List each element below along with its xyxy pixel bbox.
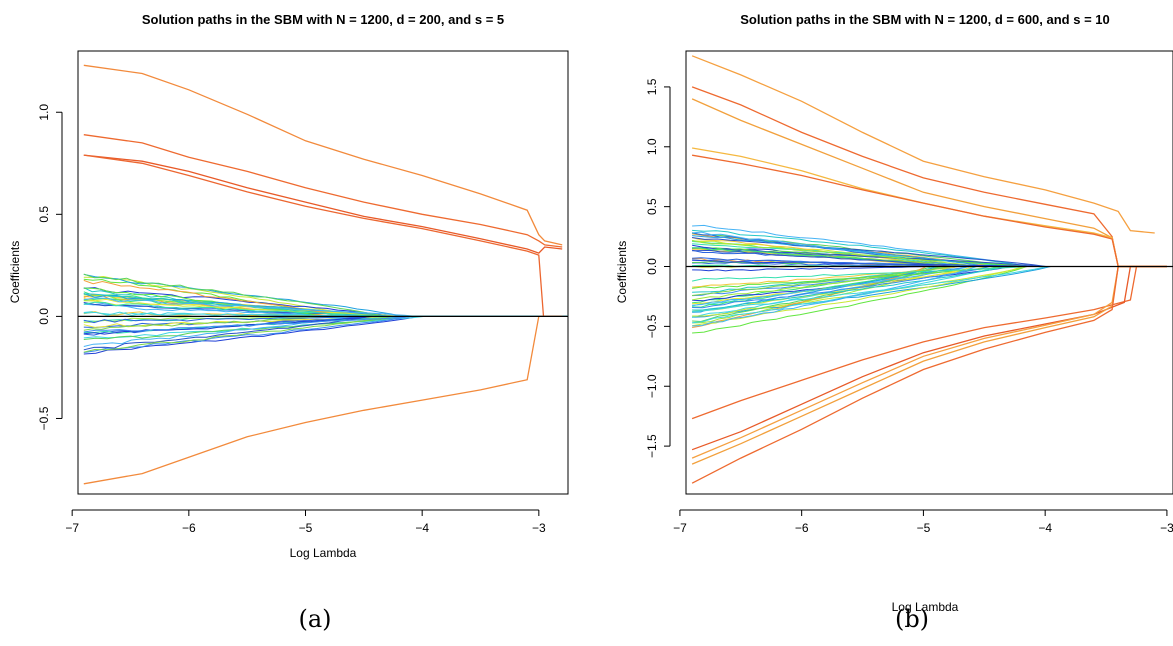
x-axis: −7 −6 −5 −4 −3 <box>673 509 1173 535</box>
plot-frame <box>685 50 1173 495</box>
coefficient-path <box>691 265 1167 420</box>
y-tick-label: 1.0 <box>645 138 659 155</box>
coefficient-path <box>83 154 563 318</box>
y-axis-label: Coefficients <box>615 241 629 303</box>
panel-label: (a) <box>298 605 331 633</box>
x-tick-label: −7 <box>673 521 687 535</box>
noise-path <box>692 266 1173 312</box>
coefficient-path <box>691 265 1167 451</box>
y-tick-label: 0.5 <box>645 198 659 215</box>
coefficient-path <box>83 315 563 485</box>
coefficient-path <box>691 55 1155 234</box>
noise-path <box>692 266 1173 306</box>
y-tick-label: −1.5 <box>645 434 659 458</box>
coefficient-path <box>83 154 563 254</box>
x-tick-label: −3 <box>1160 521 1173 535</box>
noise-path <box>83 293 568 317</box>
x-axis: −7 −6 −5 −4 −3 <box>65 509 546 535</box>
coefficient-path <box>691 265 1167 459</box>
noise-path <box>83 315 568 351</box>
x-tick-label: −4 <box>415 521 429 535</box>
noise-path <box>692 249 1173 267</box>
noise-path <box>692 266 1173 323</box>
y-tick-label: 0.0 <box>37 308 51 325</box>
noise-path <box>692 266 1173 327</box>
y-tick-label: 0.0 <box>645 258 659 275</box>
noise-path <box>691 239 1173 267</box>
coefficient-path <box>691 147 1167 268</box>
x-tick-label: −7 <box>65 521 79 535</box>
y-tick-label: −0.5 <box>37 406 51 430</box>
chart-title: Solution paths in the SBM with N = 1200,… <box>142 12 504 27</box>
noise-path <box>83 315 568 331</box>
noise-path <box>692 235 1173 267</box>
coefficient-path <box>691 154 1167 268</box>
noise-path <box>692 247 1173 267</box>
solution-paths <box>686 55 1173 484</box>
noise-path <box>83 315 568 353</box>
y-axis: −0.5 0.0 0.5 1.0 <box>37 104 63 430</box>
noise-path <box>692 266 1173 297</box>
noise-path <box>83 297 568 317</box>
noise-path <box>83 301 568 317</box>
x-axis-label: Log Lambda <box>290 546 357 560</box>
noise-path <box>83 315 568 335</box>
x-tick-label: −4 <box>1038 521 1052 535</box>
noise-path <box>692 266 1173 272</box>
coefficient-path <box>691 265 1167 484</box>
x-tick-label: −6 <box>795 521 809 535</box>
noise-path <box>692 224 1173 267</box>
y-tick-label: 1.0 <box>37 104 51 121</box>
noise-path <box>83 315 568 333</box>
panel-b: Solution paths in the SBM with N = 1200,… <box>615 12 1173 633</box>
y-tick-label: 1.5 <box>645 78 659 95</box>
noise-path <box>692 257 1173 267</box>
y-tick-label: 0.5 <box>37 206 51 223</box>
y-tick-label: −0.5 <box>645 314 659 338</box>
coefficient-path <box>83 64 563 246</box>
x-tick-label: −5 <box>299 521 313 535</box>
noise-path <box>83 315 568 324</box>
noise-path <box>83 273 568 317</box>
x-tick-label: −5 <box>917 521 931 535</box>
x-tick-label: −3 <box>532 521 546 535</box>
panel-label: (b) <box>895 605 929 633</box>
noise-path <box>83 315 568 353</box>
noise-path <box>692 237 1173 267</box>
y-axis: −1.5 −1.0 −0.5 0.0 0.5 1.0 1.5 <box>645 78 671 458</box>
coefficient-path <box>83 134 563 248</box>
chart-title: Solution paths in the SBM with N = 1200,… <box>740 12 1110 27</box>
panel-a: Solution paths in the SBM with N = 1200,… <box>8 12 569 633</box>
solution-paths <box>78 64 568 485</box>
y-axis-label: Coefficients <box>8 241 22 303</box>
plot-frame <box>77 50 569 495</box>
x-tick-label: −6 <box>182 521 196 535</box>
y-tick-label: −1.0 <box>645 374 659 398</box>
noise-path <box>692 266 1173 311</box>
noise-path <box>691 266 1173 282</box>
noise-path <box>83 287 568 317</box>
x-axis-label: Log Lambda <box>892 600 959 614</box>
